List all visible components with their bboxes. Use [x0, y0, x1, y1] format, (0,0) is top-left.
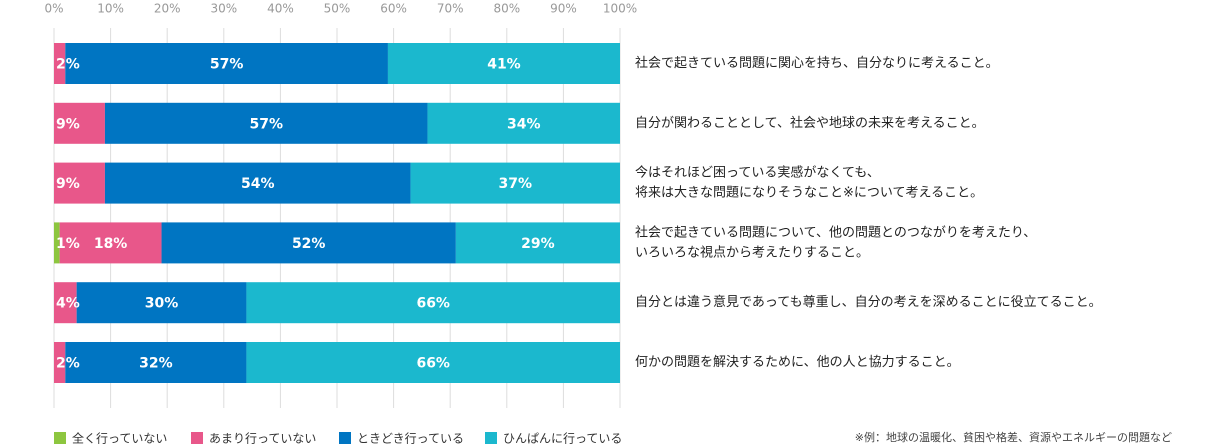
value-label: 1% [56, 236, 80, 252]
legend-swatch [339, 432, 351, 444]
bar-segment [104, 162, 411, 204]
category-label: 自分とは違う意見であっても尊重し、自分の考えを深めることに役立てること。 [635, 294, 1102, 310]
x-tick-label: 80% [493, 2, 520, 16]
category-label: 今はそれほど困っている実感がなくても、 [635, 165, 880, 181]
category-label: 社会で起きている問題に関心を持ち、自分なりに考えること。 [635, 55, 999, 71]
x-tick-label: 70% [437, 2, 464, 16]
value-label: 66% [416, 296, 450, 312]
bar-segment [54, 222, 60, 264]
bar-segment [54, 342, 66, 383]
value-label: 18% [94, 236, 128, 252]
bar-segment [54, 282, 77, 324]
value-label: 9% [56, 116, 80, 132]
x-tick-label: 40% [267, 2, 294, 16]
x-tick-label: 100% [603, 2, 637, 16]
bar-segment [246, 282, 620, 324]
bar-segment [455, 222, 620, 264]
value-label: 2% [56, 356, 80, 372]
bar-segment [387, 43, 620, 84]
category-label: 社会で起きている問題について、他の問題とのつながりを考えたり、 [635, 224, 1036, 240]
legend-swatch [485, 432, 497, 444]
bar-segment [54, 162, 105, 204]
x-tick-label: 10% [97, 2, 124, 16]
category-label: 将来は大きな問題になりそうなこと※について考えること。 [635, 186, 983, 201]
value-label: 29% [521, 236, 555, 252]
x-tick-label: 30% [210, 2, 237, 16]
value-label: 34% [507, 116, 541, 132]
value-label: 66% [416, 356, 450, 372]
legend-label: ときどき行っている [357, 432, 464, 446]
value-label: 9% [56, 176, 80, 192]
value-label: 32% [139, 356, 173, 372]
bar-segment [104, 102, 428, 144]
bar-segment [65, 342, 247, 383]
legend-label: 全く行っていない [72, 431, 167, 446]
value-label: 37% [499, 176, 533, 192]
legend-label: ひんぱんに行っている [503, 432, 622, 446]
value-label: 57% [249, 116, 283, 132]
category-label: 自分が関わることとして、社会や地球の未来を考えること。 [635, 115, 985, 131]
x-tick-label: 50% [324, 2, 351, 16]
bar-segment [76, 282, 247, 324]
category-label: 何かの問題を解決するために、他の人と協力すること。 [635, 354, 960, 370]
footnote: ※例：地球の温暖化、貧困や格差、資源やエネルギーの問題など [855, 430, 1172, 444]
bar-segment [161, 222, 456, 264]
bar-segment [54, 43, 66, 84]
x-tick-label: 90% [550, 2, 577, 16]
value-label: 52% [292, 236, 326, 252]
bar-segment [54, 102, 105, 144]
category-label: いろいろな視点から考えたりすること。 [635, 245, 869, 260]
bar-segment [65, 43, 388, 84]
x-tick-label: 20% [154, 2, 181, 16]
legend-swatch [191, 432, 203, 444]
value-label: 57% [210, 57, 244, 73]
bar-segment [410, 162, 620, 204]
value-label: 4% [56, 296, 80, 312]
value-label: 41% [487, 57, 521, 73]
bar-segment [427, 102, 620, 144]
value-label: 54% [241, 176, 275, 192]
value-label: 30% [145, 296, 179, 312]
value-label: 2% [56, 57, 80, 73]
bar-segment [246, 342, 620, 383]
legend-label: あまり行っていない [209, 432, 316, 446]
legend-swatch [54, 432, 66, 444]
x-tick-label: 60% [380, 2, 407, 16]
x-tick-label: 0% [44, 2, 63, 16]
bar-segment [59, 222, 162, 264]
